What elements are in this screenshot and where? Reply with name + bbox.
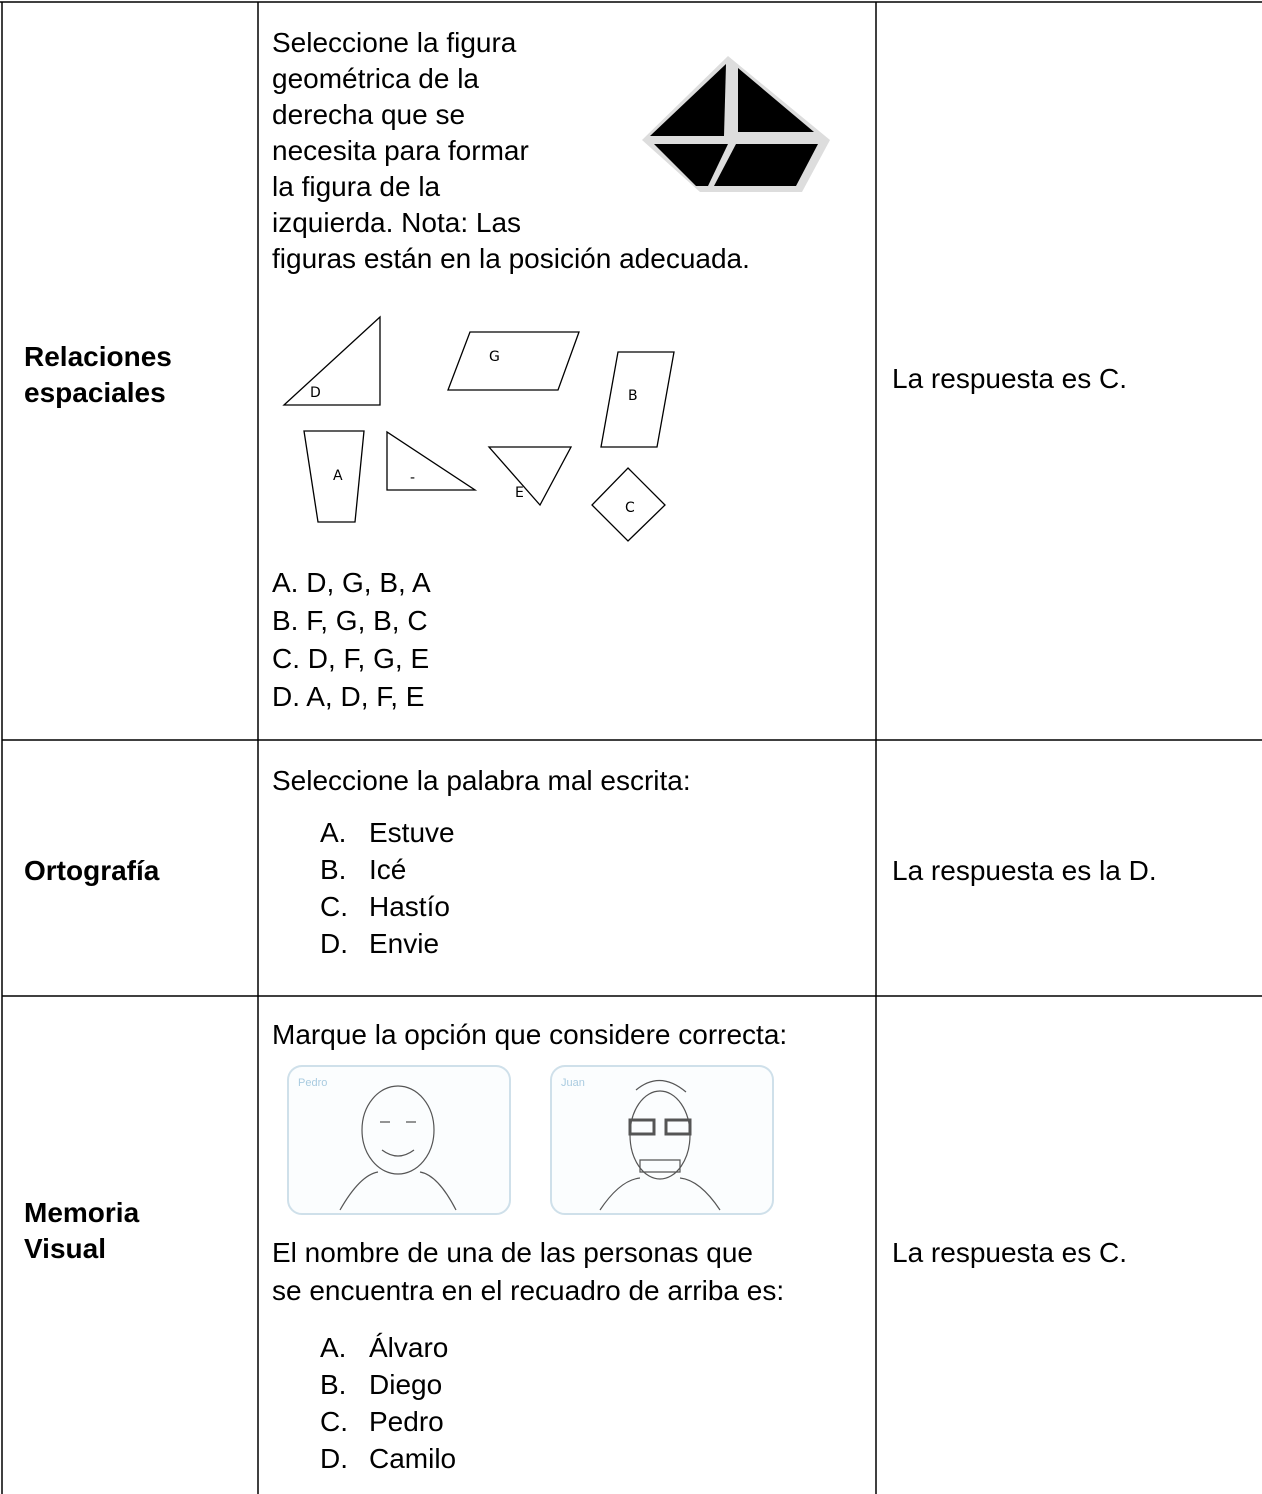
- shape-label: B: [628, 388, 638, 404]
- shape-label: D: [310, 385, 321, 401]
- option: A. D, G, B, A: [272, 567, 431, 598]
- question-line: Seleccione la figura: [272, 27, 517, 58]
- option-letter: A.: [320, 1332, 346, 1363]
- card-name: Juan: [561, 1077, 585, 1089]
- category: Relaciones: [24, 341, 172, 372]
- question-line: necesita para formar: [272, 135, 529, 166]
- option-letter: D.: [320, 1443, 348, 1474]
- category: Ortografía: [24, 855, 160, 886]
- question-line: derecha que se: [272, 99, 465, 130]
- option-letter: D.: [320, 928, 348, 959]
- option-letter: A.: [320, 817, 346, 848]
- option: B. F, G, B, C: [272, 605, 428, 636]
- shape-label: -: [410, 470, 415, 486]
- boat-figure: [642, 56, 830, 192]
- option: C. D, F, G, E: [272, 643, 429, 674]
- option-letter: C.: [320, 1406, 348, 1437]
- shape-label: G: [489, 349, 500, 365]
- question-line: izquierda. Nota: Las: [272, 207, 521, 238]
- shapes: [282, 315, 675, 542]
- shape-label: C: [625, 500, 635, 516]
- category: Memoria: [24, 1197, 140, 1228]
- option-letter: B.: [320, 1369, 346, 1400]
- option-text: Camilo: [369, 1443, 456, 1474]
- question-line: Marque la opción que considere correcta:: [272, 1019, 787, 1050]
- question-line: figuras están en la posición adecuada.: [272, 243, 750, 274]
- category: Visual: [24, 1233, 106, 1264]
- question-line: Seleccione la palabra mal escrita:: [272, 765, 691, 796]
- shape-label: A: [333, 468, 343, 484]
- option-text: Hastío: [369, 891, 450, 922]
- answer: La respuesta es C.: [892, 363, 1127, 394]
- option-text: Icé: [369, 854, 406, 885]
- card-name: Pedro: [298, 1077, 327, 1089]
- answer: La respuesta es la D.: [892, 855, 1157, 886]
- question-line: geométrica de la: [272, 63, 479, 94]
- option-letter: B.: [320, 854, 346, 885]
- option-text: Álvaro: [369, 1332, 448, 1363]
- option: D. A, D, F, E: [272, 681, 424, 712]
- question-line: se encuentra en el recuadro de arriba es…: [272, 1275, 784, 1306]
- answer: La respuesta es C.: [892, 1237, 1127, 1268]
- option-text: Pedro: [369, 1406, 444, 1437]
- option-letter: C.: [320, 891, 348, 922]
- option-text: Estuve: [369, 817, 455, 848]
- option-text: Envie: [369, 928, 439, 959]
- face-sketches: [339, 1079, 721, 1211]
- shape-label: E: [515, 485, 524, 501]
- question-line: la figura de la: [272, 171, 441, 202]
- category: espaciales: [24, 377, 166, 408]
- option-text: Diego: [369, 1369, 442, 1400]
- question-line: El nombre de una de las personas que: [272, 1237, 753, 1268]
- face-cards: [287, 1065, 774, 1215]
